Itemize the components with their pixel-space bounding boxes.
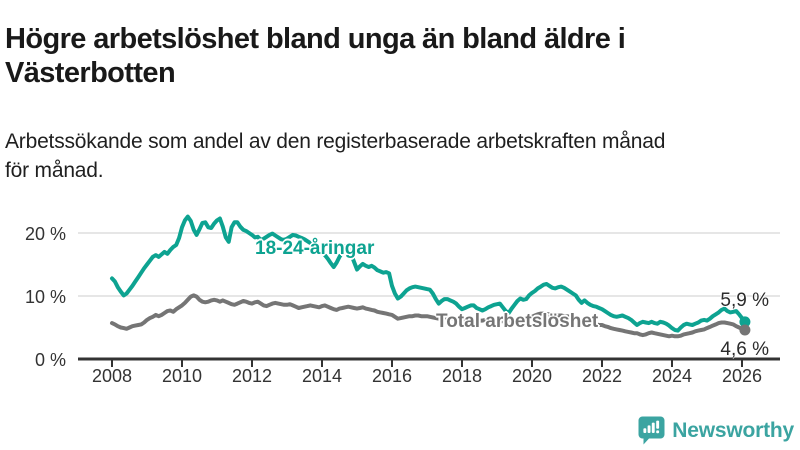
end-value-total: 4,6 % (720, 339, 769, 360)
subtitle-line-1: Arbetssökande som andel av den registerb… (5, 130, 666, 153)
youth-end-dot (739, 316, 751, 328)
total-series-line (110, 293, 747, 339)
y-tick-label-0: 0 % (34, 350, 66, 370)
subtitle-line-2: för månad. (5, 158, 104, 182)
series-label-total: Total arbetslöshet (436, 311, 599, 332)
y-tick-label-10: 10 % (24, 287, 66, 307)
series-label-youth: 18-24-åringar (255, 238, 375, 259)
page-title: Högre arbetslöshet bland unga än bland ä… (5, 23, 765, 90)
y-tick-label-20: 20 % (24, 224, 66, 244)
youth-series-line (110, 214, 747, 333)
series-end-dots (739, 316, 751, 336)
title-line-1: Högre arbetslöshet bland unga än bland ä… (5, 23, 626, 56)
x-tick-label: 2016 (371, 366, 413, 386)
title-line-2: Västerbotten (5, 57, 176, 90)
chart-subtitle: Arbetssökande som andel av den registerb… (5, 128, 795, 186)
x-tick-label: 2018 (441, 366, 483, 386)
total-end-dot (739, 324, 751, 336)
x-tick-label: 2010 (161, 366, 203, 386)
newsworthy-logo[interactable]: Newsworthy (638, 416, 794, 445)
x-tick-label: 2024 (651, 366, 693, 386)
end-value-youth: 5,9 % (720, 290, 769, 311)
x-tick-label: 2022 (581, 366, 623, 386)
x-tick-label: 2014 (301, 366, 343, 386)
gridlines (78, 232, 780, 297)
x-tick-label: 2012 (231, 366, 273, 386)
x-tick-label: 2020 (511, 366, 553, 386)
x-tick-label: 2026 (721, 366, 763, 386)
x-axis (78, 357, 780, 367)
series-lines (110, 214, 747, 339)
x-tick-label: 2008 (91, 366, 133, 386)
brand-name: Newsworthy (672, 418, 794, 442)
newsworthy-icon (638, 416, 665, 445)
